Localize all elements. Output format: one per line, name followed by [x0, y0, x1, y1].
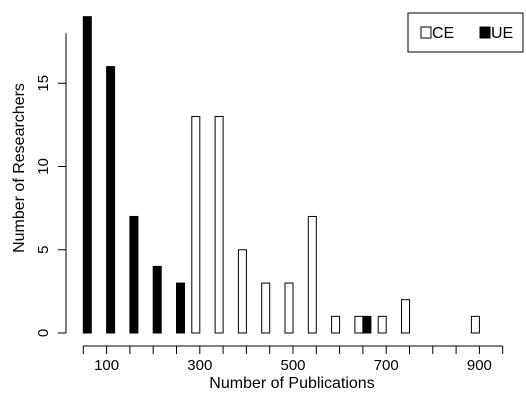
bar-ce-450	[261, 282, 271, 334]
y-axis-label: Number of Researchers	[11, 83, 28, 253]
legend-label-ce: CE	[432, 25, 454, 42]
x-tick-label-300: 300	[187, 357, 212, 374]
y-tick-label-10: 10	[35, 158, 52, 175]
bar-ue-200	[152, 265, 162, 334]
bar-ce-700	[377, 315, 387, 334]
bar-ue-650	[362, 315, 372, 334]
legend-swatch-ue	[479, 26, 491, 39]
bar-ce-650	[354, 315, 364, 334]
bar-ue-150	[129, 215, 139, 334]
bar-ce-500	[284, 282, 294, 334]
legend-label-ue: UE	[491, 25, 513, 42]
bar-ce-350	[214, 116, 224, 334]
bars-group	[82, 16, 480, 334]
legend-swatch-ce	[420, 26, 432, 39]
x-tick-label-700: 700	[374, 357, 399, 374]
x-tick-label-100: 100	[94, 357, 119, 374]
x-tick-label-900: 900	[467, 357, 492, 374]
bar-ue-50	[82, 16, 92, 334]
y-tick-label-0: 0	[35, 329, 52, 337]
bar-ce-900	[470, 315, 480, 334]
bar-ue-100	[106, 66, 116, 334]
y-axis: 0 5 10 15	[35, 33, 67, 337]
x-axis: 100 300 500 700 900	[82, 345, 504, 374]
bar-ce-550	[307, 215, 317, 334]
bar-ce-750	[401, 299, 410, 334]
y-tick-label-5: 5	[35, 246, 52, 254]
bar-ue-250	[176, 282, 185, 334]
x-axis-label: Number of Publications	[209, 375, 374, 392]
bar-ce-300	[191, 116, 201, 334]
y-tick-label-15: 15	[35, 75, 52, 92]
x-tick-label-500: 500	[280, 357, 305, 374]
bar-ce-600	[331, 315, 341, 334]
legend: CE UE	[407, 12, 524, 53]
bar-ce-400	[237, 249, 247, 334]
